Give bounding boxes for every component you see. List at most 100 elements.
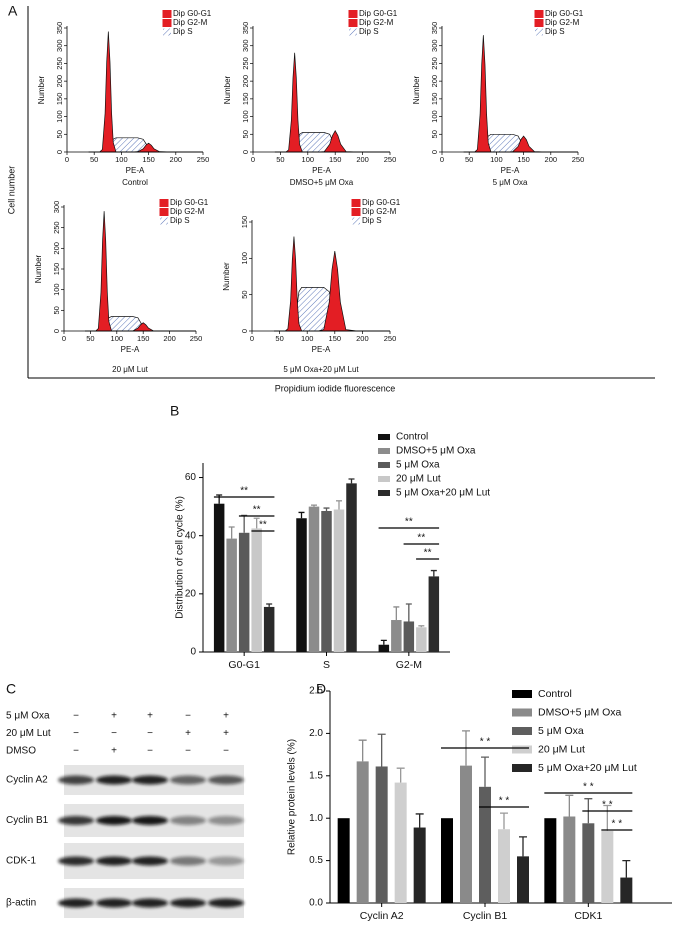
legend-swatch [512,727,532,735]
error-bar [622,859,631,878]
error-bar [430,569,437,577]
y-tick-label: 0 [430,150,439,154]
bar [391,620,402,652]
x-tick-label: 50 [86,334,94,343]
x-tick-label: 250 [572,155,585,164]
y-tick-label: 150 [55,93,64,106]
error-bar [519,836,527,857]
legend-swatch [378,448,390,454]
panel-a-ylabel: Cell number [6,166,16,215]
y-tick-label: 50 [52,306,61,314]
treatment-sign: − [73,728,79,739]
blot-band [132,898,168,908]
x-tick-label: 150 [142,155,155,164]
x-tick-label: 200 [170,155,183,164]
blot-band [96,856,132,866]
x-axis-label: PE-A [312,345,331,354]
protein-label: CDK-1 [6,856,36,867]
x-tick-label: 200 [163,334,176,343]
blot-band [58,816,94,825]
panel-a-xlabel: Propidium iodide fluorescence [275,383,396,393]
y-tick-label: 0.0 [309,898,323,909]
error-bar [336,500,342,510]
blot-band [132,856,168,866]
x-tick-label: 100 [111,334,124,343]
legend-label: Control [538,688,572,700]
x-tick-label: 50 [465,155,473,164]
x-tick-label: 200 [356,334,369,343]
legend-label: 5 μM Oxa+20 μM Lut [396,488,490,499]
significance-label: ** [417,533,425,544]
bar [226,538,237,652]
blot-band [208,898,244,908]
error-bar [228,526,235,539]
y-tick-label: 0 [240,329,249,333]
treatment-sign: + [223,711,229,722]
y-tick-label: 200 [52,242,61,255]
y-tick-label: 2.5 [309,686,323,697]
y-tick-label: 20 [185,588,197,599]
legend-swatch [534,10,544,18]
error-bar [393,606,400,621]
treatment-sign: + [147,711,153,722]
y-tick-label: 40 [185,530,197,541]
y-tick-label: 1.5 [309,770,323,781]
error-bar [405,603,412,622]
legend-swatch [378,490,390,496]
legend-swatch [378,476,390,482]
bar [517,856,529,903]
legend-swatch [162,19,172,27]
panel-label: B [170,403,179,419]
blot-band [96,816,132,825]
x-tick-label: 150 [329,334,342,343]
bar [333,509,345,652]
x-tick-label: 50 [276,155,284,164]
bar [498,829,510,903]
treatment-sign: − [185,711,191,722]
bar [441,818,453,903]
legend-label: Dip G2-M [362,207,397,216]
legend-label: 5 μM Oxa [538,725,584,737]
bar [544,818,557,903]
bar [601,830,614,903]
significance-label: * * [499,796,510,807]
y-tick-label: 2.0 [309,728,323,739]
y-tick-label: 50 [241,130,250,138]
blot-band [170,898,206,908]
y-tick-label: 0 [55,150,64,154]
treatment-sign: + [185,728,191,739]
y-tick-label: 300 [52,201,61,214]
y-tick-label: 150 [241,93,250,106]
x-tick-label: 100 [302,155,315,164]
significance-label: ** [405,517,413,528]
x-tick-label: 250 [190,334,203,343]
error-bar [358,739,367,762]
y-tick-label: 50 [430,130,439,138]
legend-swatch [163,28,171,36]
bar [378,644,390,652]
bar [356,761,369,903]
bar [416,627,427,652]
error-bar [323,507,330,511]
significance-label: * * [480,737,491,748]
panel-caption: 20 μM Lut [112,365,149,374]
legend-swatch [512,708,532,717]
y-tick-label: 100 [241,110,250,123]
legend-label: Dip G0-G1 [545,9,584,18]
x-tick-label: 200 [356,155,369,164]
error-bar [603,804,612,831]
blot-band [208,816,244,825]
panel-caption: 5 μM Oxa [493,178,528,187]
y-axis-label: Number [37,75,46,104]
blot-band [58,898,94,908]
blot-band [96,898,132,908]
treatment-sign: − [73,711,79,722]
y-tick-label: 50 [55,130,64,138]
treatment-sign: − [147,746,153,757]
bar [620,877,633,903]
treatment-sign: − [223,746,229,757]
y-axis-label: Number [222,262,231,291]
panel-label: D [316,681,326,697]
x-tick-label: Cyclin A2 [360,910,404,922]
y-tick-label: 100 [55,110,64,123]
